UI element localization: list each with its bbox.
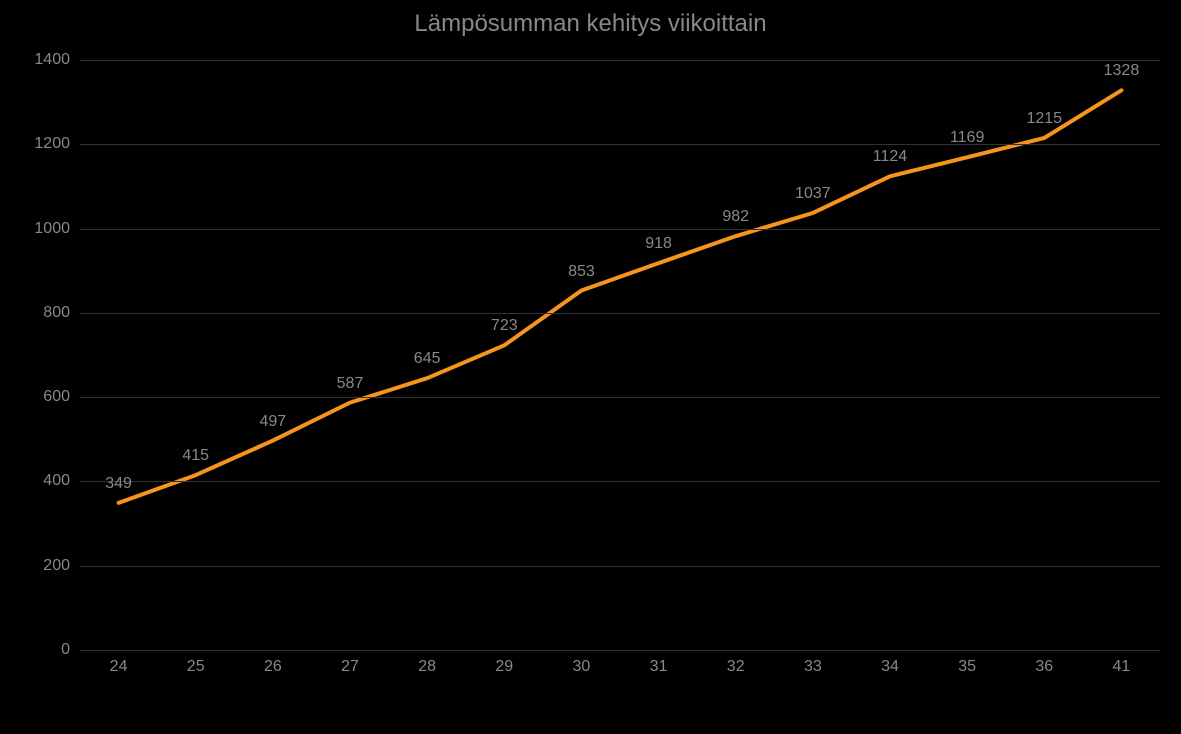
gridline [80, 144, 1160, 145]
gridline [80, 566, 1160, 567]
line-path-svg [80, 60, 1160, 680]
x-tick-label: 35 [958, 658, 976, 676]
data-label: 1328 [1104, 62, 1140, 80]
gridline [80, 313, 1160, 314]
data-label: 982 [722, 208, 749, 226]
data-label: 1037 [795, 185, 831, 203]
y-tick-label: 1400 [20, 51, 70, 69]
data-label: 587 [337, 375, 364, 393]
data-label: 723 [491, 317, 518, 335]
data-label: 497 [259, 413, 286, 431]
y-tick-label: 0 [20, 641, 70, 659]
y-tick-label: 400 [20, 472, 70, 490]
y-tick-label: 600 [20, 388, 70, 406]
data-label: 853 [568, 263, 595, 281]
data-label: 1169 [950, 129, 984, 147]
x-tick-label: 32 [727, 658, 745, 676]
gridline [80, 650, 1160, 651]
y-tick-label: 800 [20, 304, 70, 322]
data-label: 349 [105, 475, 132, 493]
x-tick-label: 30 [573, 658, 591, 676]
data-label: 645 [414, 350, 441, 368]
x-tick-label: 33 [804, 658, 822, 676]
x-tick-label: 36 [1035, 658, 1053, 676]
data-label: 1215 [1026, 110, 1062, 128]
x-tick-label: 24 [110, 658, 128, 676]
gridline [80, 481, 1160, 482]
line-series [119, 90, 1122, 503]
x-tick-label: 25 [187, 658, 205, 676]
chart-title: Lämpösumman kehitys viikoittain [0, 10, 1181, 38]
gridline [80, 397, 1160, 398]
x-tick-label: 26 [264, 658, 282, 676]
data-label: 918 [645, 235, 672, 253]
x-tick-label: 29 [495, 658, 513, 676]
gridline [80, 60, 1160, 61]
y-tick-label: 200 [20, 557, 70, 575]
y-tick-label: 1000 [20, 220, 70, 238]
data-label: 1124 [873, 148, 907, 166]
gridline [80, 229, 1160, 230]
x-tick-label: 34 [881, 658, 899, 676]
chart-container: Lämpösumman kehitys viikoittain 0 200 400 6… [0, 0, 1181, 734]
data-label: 415 [182, 447, 209, 465]
x-tick-label: 31 [650, 658, 668, 676]
y-tick-label: 1200 [20, 135, 70, 153]
plot-area: 0200400600800100012001400242526272829303… [80, 60, 1160, 680]
x-tick-label: 27 [341, 658, 359, 676]
x-tick-label: 28 [418, 658, 436, 676]
x-tick-label: 41 [1113, 658, 1131, 676]
